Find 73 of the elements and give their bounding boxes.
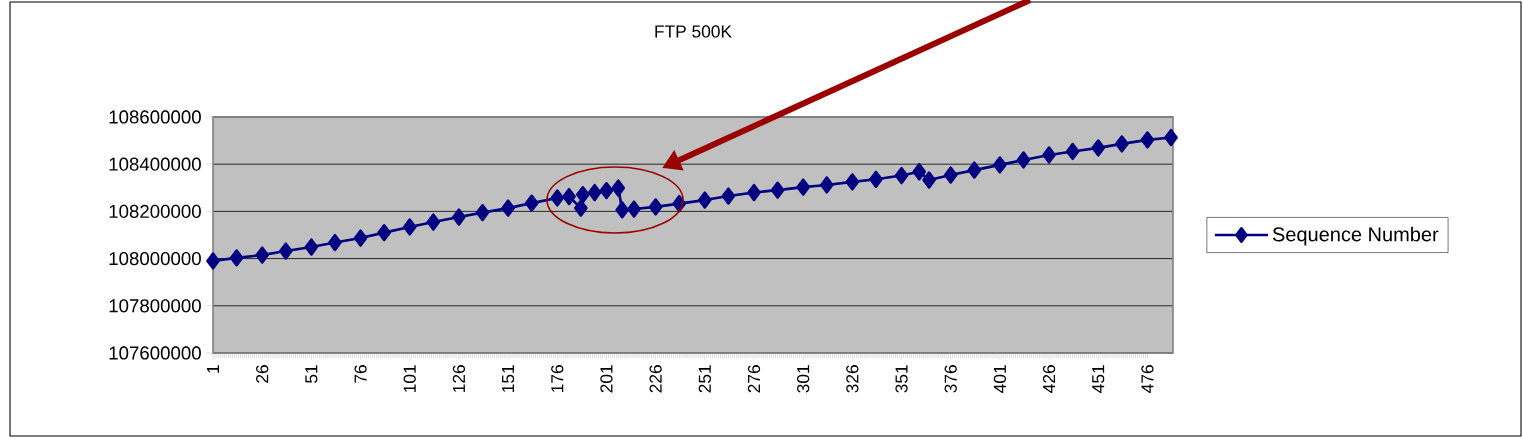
point bbox=[599, 181, 614, 200]
point bbox=[611, 179, 626, 197]
x-tick-label: 26 bbox=[256, 365, 269, 383]
point bbox=[475, 203, 490, 222]
x-tick-label: 201 bbox=[600, 365, 613, 393]
point bbox=[869, 170, 883, 188]
point bbox=[845, 173, 860, 191]
x-tick-label: 1 bbox=[207, 365, 219, 373]
point bbox=[819, 176, 834, 194]
point bbox=[721, 187, 736, 205]
point bbox=[1016, 151, 1031, 169]
point bbox=[402, 218, 417, 236]
point bbox=[770, 181, 785, 199]
point bbox=[1115, 135, 1129, 153]
chart-title: FTP 500K bbox=[655, 25, 732, 38]
point bbox=[1164, 128, 1178, 147]
point bbox=[1091, 139, 1106, 157]
point bbox=[648, 198, 663, 216]
point bbox=[697, 191, 712, 209]
point bbox=[967, 161, 982, 179]
x-tick-label: 101 bbox=[403, 365, 416, 392]
point bbox=[524, 194, 539, 212]
legend-label: Sequence Number bbox=[1272, 226, 1439, 246]
x-tick-label: 176 bbox=[551, 365, 564, 392]
y-tick-label: 107600000 bbox=[109, 346, 201, 360]
x-tick-label: 126 bbox=[452, 365, 466, 392]
point bbox=[304, 238, 319, 256]
point bbox=[922, 171, 936, 189]
point bbox=[377, 223, 392, 242]
x-tick-label: 226 bbox=[649, 365, 662, 393]
point bbox=[943, 166, 958, 184]
x-tick-label: 376 bbox=[944, 365, 957, 393]
y-tick-label: 108600000 bbox=[109, 110, 201, 124]
point bbox=[255, 246, 270, 264]
point bbox=[993, 156, 1007, 174]
point bbox=[1042, 146, 1056, 164]
x-tick-label: 76 bbox=[354, 365, 367, 383]
point bbox=[328, 233, 342, 252]
x-tick-label: 326 bbox=[846, 365, 859, 393]
y-tick-label: 108400000 bbox=[109, 157, 201, 171]
x-tick-label: 476 bbox=[1141, 365, 1154, 393]
point bbox=[894, 166, 909, 185]
x-tick-label: 301 bbox=[797, 365, 810, 393]
point bbox=[501, 199, 515, 217]
point bbox=[576, 185, 590, 204]
x-tick-label: 451 bbox=[1092, 365, 1105, 393]
x-tick-label: 151 bbox=[502, 365, 515, 392]
point bbox=[206, 252, 220, 270]
point bbox=[452, 208, 466, 226]
x-tick-label: 426 bbox=[1042, 365, 1056, 393]
point bbox=[550, 189, 565, 207]
point bbox=[796, 178, 811, 196]
point bbox=[229, 249, 244, 267]
point bbox=[627, 200, 641, 218]
x-tick-label: 251 bbox=[698, 365, 711, 393]
y-tick-label: 107800000 bbox=[109, 299, 201, 313]
point bbox=[615, 201, 630, 219]
x-tick-label: 51 bbox=[305, 365, 318, 383]
point bbox=[278, 242, 293, 260]
point bbox=[912, 163, 927, 181]
x-tick-label: 401 bbox=[993, 365, 1007, 393]
point bbox=[1140, 131, 1155, 149]
point bbox=[1065, 142, 1080, 161]
x-tick-label: 276 bbox=[747, 365, 761, 393]
point bbox=[587, 183, 602, 202]
y-tick-label: 108000000 bbox=[109, 251, 201, 266]
y-tick-label: 108200000 bbox=[109, 204, 201, 218]
point bbox=[562, 187, 576, 206]
point bbox=[426, 213, 441, 231]
x-tick-label: 351 bbox=[895, 365, 908, 393]
point bbox=[747, 183, 761, 202]
point bbox=[353, 229, 368, 247]
point bbox=[574, 199, 588, 217]
